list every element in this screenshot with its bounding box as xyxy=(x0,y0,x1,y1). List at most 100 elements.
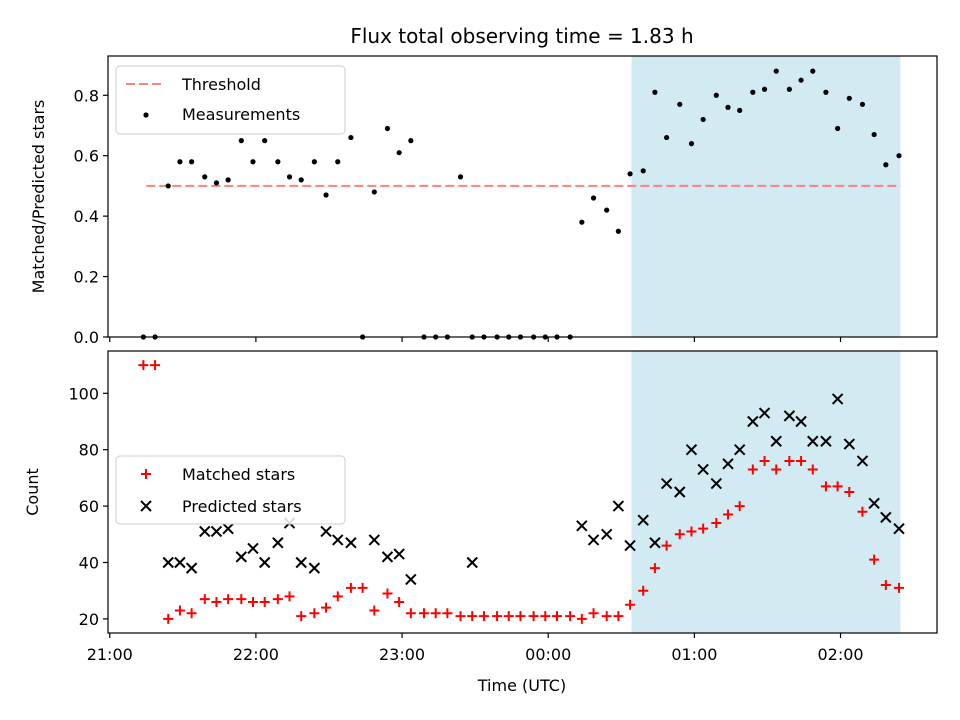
legend-predicted-swatch xyxy=(140,500,152,512)
measurement-point xyxy=(275,159,281,165)
measurement-point xyxy=(664,134,670,141)
matched-stars-point xyxy=(759,455,770,466)
legend-box xyxy=(115,65,346,135)
predicted-stars-point xyxy=(770,435,782,447)
measurement-point xyxy=(311,159,317,165)
matched-stars-point xyxy=(442,608,453,619)
measurement-point xyxy=(700,116,706,123)
predicted-stars-point xyxy=(332,534,344,546)
predicted-stars-point xyxy=(308,562,321,574)
predicted-stars-point xyxy=(758,407,771,419)
x-axis-label: Time (UTC) xyxy=(477,676,566,695)
matched-stars-point xyxy=(199,594,210,605)
top-panel: 0.0 0.2 0.4 0.6 0.8 Matched/Predicted stars Th… xyxy=(29,55,938,347)
measurement-point xyxy=(189,159,195,165)
panel1-y-tick-label: 40 xyxy=(79,554,99,573)
matched-stars-point xyxy=(686,526,697,537)
panel1-legend: Matched stars Predicted stars xyxy=(115,455,346,525)
panel0-legend: Threshold Measurements xyxy=(115,65,346,135)
matched-stars-point xyxy=(515,611,526,622)
measurement-point xyxy=(725,104,731,110)
matched-stars-point xyxy=(661,540,672,551)
measurement-point xyxy=(798,77,804,83)
predicted-stars-point xyxy=(320,525,332,538)
measurement-point xyxy=(371,189,377,195)
measurement-point xyxy=(627,171,633,177)
matched-stars-point xyxy=(223,594,234,605)
predicted-stars-point xyxy=(393,548,405,560)
predicted-stars-point xyxy=(368,534,381,546)
measurement-point xyxy=(713,92,719,98)
matched-stars-point xyxy=(418,608,429,619)
predicted-stars-point xyxy=(856,455,869,467)
measurement-point xyxy=(250,159,256,165)
bottom-panel: 20 40 60 80 100 21:00 22:00 23:00 00:00 01:00 02:0… xyxy=(23,350,938,664)
measurement-point xyxy=(652,89,658,95)
measurement-point xyxy=(640,168,646,174)
predicted-stars-point xyxy=(587,534,600,546)
measurement-point xyxy=(883,162,889,168)
matched-stars-point xyxy=(551,611,562,622)
matched-stars-point xyxy=(382,588,393,599)
matched-stars-point xyxy=(174,605,185,616)
panel1-highlight-span xyxy=(631,351,901,633)
predicted-stars-point xyxy=(660,477,673,490)
predicted-stars-point xyxy=(820,435,832,447)
predicted-stars-point xyxy=(674,486,686,498)
matched-stars-point xyxy=(711,518,722,529)
matched-stars-point xyxy=(588,608,599,619)
predicted-stars-point xyxy=(722,458,734,470)
measurement-point xyxy=(604,207,610,213)
matched-stars-point xyxy=(405,608,416,619)
matched-stars-point xyxy=(478,611,489,622)
legend-measurements-swatch xyxy=(143,112,149,118)
matched-stars-point xyxy=(296,611,307,622)
measurement-point xyxy=(615,228,621,234)
predicted-stars-point xyxy=(637,514,649,526)
measurement-point xyxy=(202,174,208,180)
x-tick-label: 23:00 xyxy=(379,645,425,664)
matched-stars-point xyxy=(186,608,197,619)
panel0-y-tick-label: 0.6 xyxy=(74,147,99,166)
measurement-point xyxy=(859,101,866,107)
predicted-stars-point xyxy=(685,443,698,456)
measurement-point xyxy=(896,153,902,159)
predicted-stars-point xyxy=(893,522,905,535)
matched-stars-point xyxy=(455,611,466,622)
measurement-point xyxy=(298,177,304,183)
panel0-y-axis-label: Matched/Predicted stars xyxy=(29,100,48,294)
matched-stars-point xyxy=(807,464,818,475)
predicted-stars-point xyxy=(162,556,174,569)
measurement-point xyxy=(165,183,171,189)
panel1-series-plus xyxy=(138,360,904,624)
matched-stars-point xyxy=(528,611,539,622)
matched-stars-point xyxy=(880,580,891,591)
matched-stars-point xyxy=(492,611,503,622)
matched-stars-point xyxy=(893,582,904,593)
measurement-point xyxy=(846,95,852,101)
measurement-point xyxy=(408,138,414,144)
measurement-point xyxy=(457,174,464,180)
predicted-stars-point xyxy=(222,522,234,535)
measurement-point xyxy=(773,68,779,74)
matched-stars-point xyxy=(211,596,222,607)
predicted-stars-point xyxy=(258,556,271,569)
predicted-stars-point xyxy=(235,551,248,563)
predicted-stars-point xyxy=(831,393,844,405)
measurement-point xyxy=(750,89,756,95)
measurement-point xyxy=(810,68,816,74)
predicted-stars-point xyxy=(466,556,478,569)
predicted-stars-point xyxy=(624,539,636,552)
matched-stars-point xyxy=(857,506,868,517)
predicted-stars-point xyxy=(405,573,417,586)
panel0-y-tick-label: 0.4 xyxy=(74,207,99,226)
predicted-stars-point xyxy=(807,435,819,447)
measurement-point xyxy=(761,86,768,92)
panel0-highlight-span xyxy=(631,56,901,337)
legend-threshold-label: Threshold xyxy=(181,75,261,94)
matched-stars-point xyxy=(394,596,405,607)
measurement-point xyxy=(213,180,220,186)
panel0-y-tick-label: 0.0 xyxy=(74,328,99,347)
predicted-stars-point xyxy=(710,477,723,490)
predicted-stars-point xyxy=(649,537,661,549)
